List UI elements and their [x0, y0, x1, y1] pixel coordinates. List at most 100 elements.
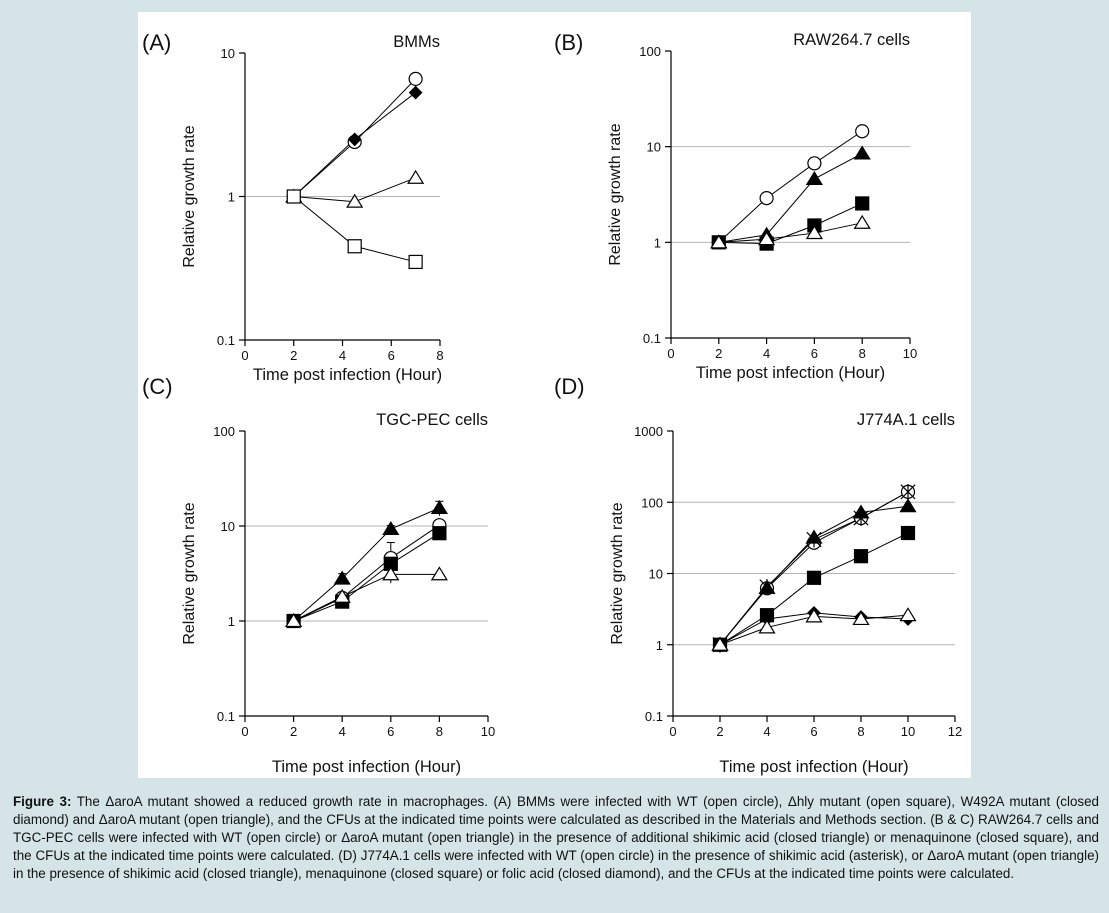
series-line-open-triangle	[718, 222, 863, 243]
y-tick-label: 100	[213, 424, 235, 439]
series-line-open-triangle	[293, 573, 440, 622]
data-point-open-triangle	[430, 566, 448, 581]
chart-title: RAW264.7 cells	[793, 31, 910, 49]
x-tick-label: 10	[901, 724, 915, 739]
data-point-closed-triangle	[852, 504, 870, 519]
data-point-open-triangle	[758, 231, 776, 246]
x-tick-label: 10	[481, 724, 495, 739]
data-point-asterisk	[900, 483, 916, 500]
chart-title: TGC-PEC cells	[376, 411, 488, 429]
data-point-closed-triangle	[805, 170, 823, 185]
data-point-closed-square	[900, 525, 916, 541]
data-point-closed-square	[855, 196, 870, 211]
x-tick-label: 6	[388, 348, 395, 363]
data-point-closed-triangle	[382, 521, 400, 536]
data-point-closed-triangle	[853, 145, 871, 160]
x-tick-label: 8	[857, 724, 864, 739]
chart-1: 0.1 1 10 0 2 4 6 8 Time post infection (Hour) Rel…	[142, 30, 444, 384]
data-point-closed-diamond	[408, 85, 423, 100]
y-axis-label: Relative growth rate	[181, 125, 198, 267]
caption-label: Figure 3:	[13, 794, 72, 809]
series-line-closed-square	[293, 532, 440, 622]
data-point-closed-square	[853, 549, 869, 564]
chart-title: J774A.1 cells	[857, 411, 955, 429]
data-point-closed-diamond	[347, 132, 362, 147]
data-point-closed-triangle	[899, 498, 917, 513]
series-line-closed-triangle	[293, 507, 440, 622]
y-tick-label: 0.1	[217, 333, 235, 348]
x-axis-label: Time post infection (Hour)	[272, 758, 461, 776]
y-tick-label: 100	[639, 44, 661, 59]
data-point-open-triangle	[852, 611, 870, 626]
data-point-open-triangle	[711, 636, 729, 651]
x-tick-label: 4	[763, 724, 770, 739]
y-tick-label: 10	[221, 519, 235, 534]
x-tick-label: 4	[339, 348, 346, 363]
y-tick-label: 0.1	[217, 709, 235, 724]
data-point-open-triangle	[382, 566, 400, 581]
panel-label: (B)	[554, 30, 583, 55]
y-tick-label: 1000	[634, 424, 663, 439]
x-tick-label: 8	[436, 348, 443, 363]
data-point-open-triangle	[899, 607, 917, 622]
x-tick-label: 4	[763, 346, 770, 361]
y-axis-label: Relative growth rate	[609, 502, 626, 644]
y-tick-label: 0.1	[643, 331, 661, 346]
panel-label: (D)	[554, 374, 585, 399]
y-tick-label: 1	[228, 614, 235, 629]
x-tick-label: 0	[667, 346, 674, 361]
x-tick-label: 2	[290, 348, 297, 363]
caption-text: The ΔaroA mutant showed a reduced growth…	[13, 794, 1099, 881]
x-tick-label: 2	[716, 724, 723, 739]
x-tick-label: 0	[669, 724, 676, 739]
data-point-open-triangle	[285, 613, 303, 628]
series-line-open-circle	[718, 130, 863, 243]
data-point-open-triangle	[407, 169, 425, 184]
chart-title: BMMs	[393, 33, 440, 51]
data-point-open-circle	[855, 124, 870, 139]
data-point-open-square	[286, 189, 301, 204]
x-axis-label: Time post infection (Hour)	[253, 366, 442, 384]
x-tick-label: 6	[810, 724, 817, 739]
y-tick-label: 10	[649, 567, 663, 582]
x-axis-label: Time post infection (Hour)	[696, 364, 885, 382]
y-tick-label: 1	[228, 190, 235, 205]
data-point-open-triangle	[346, 193, 364, 208]
x-tick-label: 0	[241, 724, 248, 739]
chart-4: 0.1 1 10 100 1000 0 2 4 6 8 10 12 Time post infectio…	[554, 374, 962, 776]
x-tick-label: 6	[811, 346, 818, 361]
figure-panel: 0.1 1 10 0 2 4 6 8 Time post infection (Hour) Rel…	[138, 12, 971, 778]
panel-label: (C)	[142, 374, 173, 399]
y-tick-label: 1	[656, 638, 663, 653]
y-tick-label: 100	[641, 495, 663, 510]
x-axis-label: Time post infection (Hour)	[719, 758, 908, 776]
data-point-open-triangle	[333, 588, 351, 603]
data-point-closed-triangle	[805, 529, 823, 544]
x-tick-label: 2	[715, 346, 722, 361]
data-point-open-square	[408, 254, 423, 270]
x-tick-label: 8	[436, 724, 443, 739]
chart-2: 0.1 1 10 100 0 2 4 6 8 10 Time post infection (Hou…	[554, 30, 917, 382]
y-axis-label: Relative growth rate	[607, 123, 624, 265]
y-tick-label: 0.1	[645, 709, 663, 724]
data-point-open-square	[347, 239, 362, 254]
x-tick-label: 2	[290, 724, 297, 739]
x-tick-label: 0	[241, 348, 248, 363]
data-point-closed-square	[806, 570, 822, 585]
data-point-closed-triangle	[758, 579, 776, 594]
x-tick-label: 10	[903, 346, 917, 361]
y-tick-label: 10	[647, 140, 661, 155]
series-line-open-circle	[293, 524, 440, 622]
y-axis-label: Relative growth rate	[181, 502, 198, 644]
x-tick-label: 6	[387, 724, 394, 739]
panel-label: (A)	[142, 30, 171, 55]
series-line-closed-square	[718, 202, 863, 245]
data-point-open-circle	[807, 156, 822, 171]
data-point-closed-triangle	[333, 570, 351, 585]
data-point-open-triangle	[758, 619, 776, 634]
x-tick-label: 4	[339, 724, 346, 739]
x-tick-label: 12	[948, 724, 962, 739]
data-point-closed-square	[432, 526, 447, 541]
chart-3: 0.1 1 10 100 0 2 4 6 8 10 Time post infection (Hou…	[142, 374, 495, 776]
